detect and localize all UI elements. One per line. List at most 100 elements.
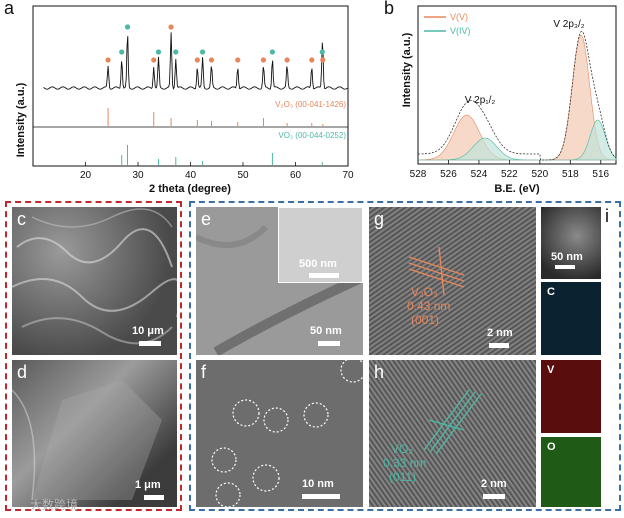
sem-texture-d bbox=[12, 380, 162, 501]
sem-texture-c bbox=[12, 208, 177, 345]
xps-vv-fill bbox=[418, 34, 616, 161]
xrd-frame bbox=[32, 5, 349, 167]
scalebar-c bbox=[139, 341, 161, 346]
xrd-peak-marker bbox=[119, 49, 125, 55]
tem-group-border bbox=[189, 201, 621, 511]
h-plane: (011) bbox=[389, 470, 417, 484]
scalebar-h bbox=[483, 494, 505, 499]
scalebar-e-inset bbox=[309, 273, 339, 278]
eds-c-label: C bbox=[547, 286, 555, 298]
hrtem-image-g: g V₂O₃ 0.43 nm (001) 2 nm bbox=[369, 207, 536, 355]
xrd-x-tick-label: 40 bbox=[185, 170, 197, 181]
eds-map-v: V bbox=[541, 360, 601, 433]
xrd-x-tick-label: 30 bbox=[132, 170, 144, 181]
xps-viv-fill bbox=[418, 119, 617, 161]
h-phase: VO₂ bbox=[391, 442, 413, 456]
legend-viv-label: V(IV) bbox=[450, 26, 471, 36]
panel-label-g: g bbox=[374, 209, 385, 229]
scalebar-c-label: 10 μm bbox=[132, 325, 164, 337]
scalebar-g-label: 2 nm bbox=[487, 327, 513, 339]
hrtem-image-h: h VO₂ 0.33 nm (011) 2 nm bbox=[369, 360, 536, 507]
xps-x-tick-label: 520 bbox=[532, 169, 549, 180]
xps-frame bbox=[417, 5, 617, 165]
xrd-x-ticks: 20 30 40 50 60 70 bbox=[80, 162, 354, 181]
xps-chart: Intensity (a.u.) 528 526 524 522 520 518 516 V… bbox=[401, 5, 617, 195]
xrd-ref2-label: VO₂ (00-044-0252) bbox=[278, 131, 346, 140]
scalebar-f-label: 10 nm bbox=[302, 478, 334, 490]
xps-x-tick-label: 526 bbox=[440, 169, 457, 180]
scalebar-h-label: 2 nm bbox=[481, 478, 507, 490]
tem-texture-e bbox=[196, 224, 363, 355]
scalebar-f bbox=[302, 494, 340, 499]
scalebar-i-label: 50 nm bbox=[551, 251, 583, 263]
xrd-peak-marker bbox=[208, 57, 215, 63]
xrd-peak-markers bbox=[105, 24, 326, 63]
xrd-peak-marker bbox=[155, 49, 162, 55]
xps-ylabel: Intensity (a.u.) bbox=[401, 32, 413, 107]
g-plane: (001) bbox=[411, 313, 440, 327]
eds-haadf-image: 50 nm bbox=[541, 207, 601, 279]
xps-envelope-line bbox=[418, 30, 617, 161]
scalebar-e-inset-label: 500 nm bbox=[299, 258, 337, 270]
panel-label-h: h bbox=[374, 362, 385, 382]
xrd-peak-marker bbox=[269, 49, 275, 55]
sem-image-d: d 1 μm bbox=[12, 360, 177, 507]
xrd-ref1-label: V₂O₃ (00-041-1426) bbox=[275, 100, 346, 109]
xrd-peak-marker bbox=[284, 57, 290, 63]
xrd-x-tick-label: 70 bbox=[342, 170, 354, 181]
panel-label-e: e bbox=[201, 209, 212, 229]
xps-peak-label-32: V 2p₃/₂ bbox=[553, 19, 584, 30]
eds-o-label: O bbox=[547, 441, 556, 453]
xrd-peak-marker bbox=[260, 57, 267, 63]
xrd-pattern-line bbox=[43, 32, 348, 90]
xps-xlabel: B.E. (eV) bbox=[494, 183, 540, 195]
xrd-peak-marker bbox=[319, 49, 325, 55]
xrd-peak-marker bbox=[168, 24, 174, 30]
tem-image-f: f 10 nm bbox=[196, 360, 363, 507]
scalebar-e bbox=[318, 341, 340, 346]
panel-label-b: b bbox=[384, 0, 395, 18]
tem-nanoparticle-circles bbox=[211, 360, 363, 507]
sem-group-border bbox=[5, 201, 182, 511]
g-phase: V₂O₃ bbox=[411, 285, 438, 299]
tem-image-e: 500 nm e 50 nm bbox=[196, 207, 363, 355]
xps-x-tick-label: 528 bbox=[410, 169, 427, 180]
scalebar-d-label: 1 μm bbox=[135, 479, 161, 491]
xrd-x-tick-label: 60 bbox=[290, 170, 302, 181]
panel-label-f: f bbox=[201, 362, 207, 382]
scalebar-e-label: 50 nm bbox=[310, 325, 342, 337]
watermark: 大数跨境 bbox=[30, 498, 79, 512]
xps-x-tick-label: 518 bbox=[562, 169, 579, 180]
lattice-markers-h bbox=[423, 389, 482, 455]
xps-x-tick-label: 524 bbox=[471, 169, 488, 180]
xrd-ref-vo2-sticks bbox=[121, 145, 323, 165]
scalebar-i bbox=[555, 265, 575, 269]
xrd-ref-v2o3-sticks bbox=[107, 108, 324, 126]
eds-map-c: C bbox=[541, 282, 601, 355]
xrd-chart: Intensity (a.u.) 20 30 40 50 60 70 V₂O₃ (00-0… bbox=[15, 5, 354, 195]
tem-inset-e: 500 nm bbox=[278, 207, 363, 283]
xrd-peak-marker bbox=[124, 24, 131, 30]
xps-peak-label-12: V 2p₁/₂ bbox=[465, 95, 496, 106]
xrd-x-tick-label: 50 bbox=[237, 170, 249, 181]
xrd-peak-marker bbox=[309, 57, 315, 63]
g-spacing: 0.43 nm bbox=[407, 299, 451, 313]
xrd-x-tick-label: 20 bbox=[80, 170, 92, 181]
xrd-peak-marker bbox=[320, 57, 326, 63]
xrd-peak-marker bbox=[194, 57, 200, 63]
xps-x-ticks: 528 526 524 522 520 518 516 bbox=[410, 160, 610, 180]
panel-label-a: a bbox=[4, 0, 15, 18]
sem-image-c: c 10 μm bbox=[12, 207, 177, 355]
xrd-peak-marker bbox=[235, 57, 241, 63]
h-spacing: 0.33 nm bbox=[383, 456, 427, 470]
xrd-xlabel: 2 theta (degree) bbox=[149, 183, 231, 195]
eds-v-label: V bbox=[547, 364, 555, 376]
xps-x-tick-label: 522 bbox=[501, 169, 518, 180]
lattice-markers-g bbox=[408, 246, 465, 296]
panel-label-d: d bbox=[17, 362, 28, 382]
xrd-ylabel: Intensity (a.u.) bbox=[15, 82, 27, 157]
panel-label-i: i bbox=[605, 206, 609, 226]
scalebar-g bbox=[489, 343, 509, 348]
panel-label-c: c bbox=[17, 209, 26, 229]
xrd-peak-marker bbox=[173, 49, 179, 55]
